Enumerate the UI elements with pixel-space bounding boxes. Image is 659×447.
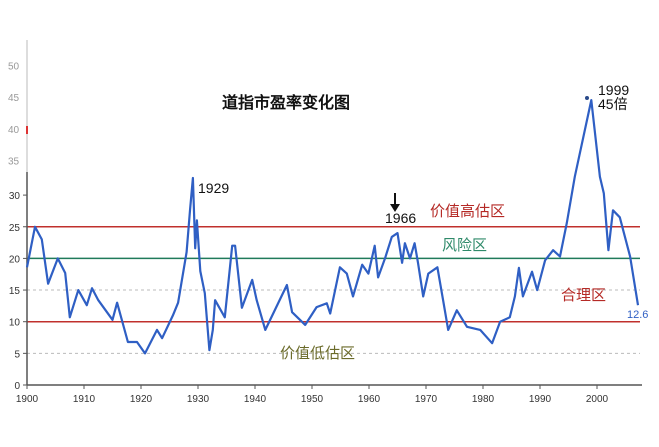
label-1999: 1999 — [598, 82, 629, 98]
y-tick-label: 0 — [14, 381, 20, 392]
y-tick-label-upper: 45 — [8, 93, 20, 104]
chart-title: 道指市盈率变化图 — [222, 93, 350, 112]
x-tick-label: 2000 — [586, 394, 609, 405]
label-1966: 1966 — [385, 210, 416, 226]
zone-risk-label: 风险区 — [442, 236, 487, 254]
pe-series-line — [25, 99, 640, 355]
x-tick-label: 1960 — [358, 394, 381, 405]
x-tick-label: 1930 — [187, 394, 210, 405]
y-tick-label: 30 — [9, 191, 21, 202]
y-tick-label: 5 — [14, 349, 20, 360]
zone-fair-label: 合理区 — [561, 286, 606, 304]
y-tick-label: 20 — [9, 254, 21, 265]
x-tick-label: 1910 — [73, 394, 96, 405]
x-ticks: 1900 1910 1920 1930 1940 1950 1960 1970 1980 1990… — [16, 385, 609, 405]
y-ticks: 0 5 10 15 20 25 30 35 40 45 50 — [8, 62, 27, 392]
y-tick-label: 15 — [9, 286, 21, 297]
x-tick-label: 1900 — [16, 394, 39, 405]
peak-marker — [585, 96, 589, 100]
zone-overvalued-label: 价值高估区 — [430, 202, 505, 220]
x-tick-label: 1940 — [244, 394, 267, 405]
y-tick-label-upper: 40 — [8, 125, 20, 136]
label-latest-value: 12.6 — [627, 309, 648, 321]
zone-undervalued-label: 价值低估区 — [280, 344, 355, 362]
x-tick-label: 1990 — [529, 394, 552, 405]
y-tick-label-upper: 50 — [8, 62, 20, 73]
x-tick-label: 1950 — [301, 394, 324, 405]
y-tick-label-upper: 35 — [8, 156, 20, 167]
label-1929: 1929 — [198, 180, 229, 196]
x-tick-label: 1980 — [472, 394, 495, 405]
y-tick-label: 25 — [9, 223, 21, 234]
x-tick-label: 1920 — [130, 394, 153, 405]
label-45x: 45倍 — [598, 96, 628, 112]
down-arrow-icon — [390, 193, 400, 212]
reference-lines — [27, 226, 640, 354]
y-tick-label: 10 — [9, 318, 21, 329]
x-tick-label: 1970 — [415, 394, 438, 405]
